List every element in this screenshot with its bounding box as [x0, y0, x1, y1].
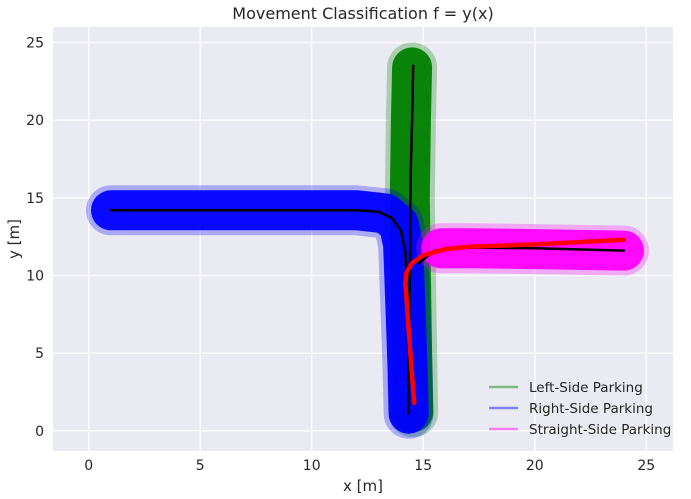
y-axis-label: y [m] — [5, 219, 23, 259]
x-tick-label: 10 — [303, 458, 321, 474]
x-tick-label: 20 — [526, 458, 544, 474]
legend: Left-Side Parking Right-Side Parking Strai… — [489, 380, 671, 438]
x-tick-label: 0 — [84, 458, 93, 474]
x-tick-label: 15 — [414, 458, 432, 474]
y-tick-label: 5 — [35, 346, 44, 362]
x-axis-label: x [m] — [343, 477, 383, 495]
legend-label: Straight-Side Parking — [529, 422, 671, 438]
x-tick-label: 25 — [637, 458, 655, 474]
y-tick-label: 15 — [26, 191, 44, 207]
y-tick-label: 0 — [35, 424, 44, 440]
y-tick-label: 25 — [26, 36, 44, 52]
y-tick-label: 10 — [26, 268, 44, 284]
chart-title: Movement Classification f = y(x) — [232, 4, 493, 23]
lines — [109, 64, 627, 415]
legend-label: Right-Side Parking — [529, 401, 653, 417]
trajectory-line — [403, 237, 627, 406]
tick-labels: 0 5 10 15 20 25 0 5 10 15 20 25 — [26, 36, 655, 474]
x-tick-label: 5 — [196, 458, 205, 474]
y-tick-label: 20 — [26, 113, 44, 129]
legend-label: Left-Side Parking — [529, 380, 643, 396]
